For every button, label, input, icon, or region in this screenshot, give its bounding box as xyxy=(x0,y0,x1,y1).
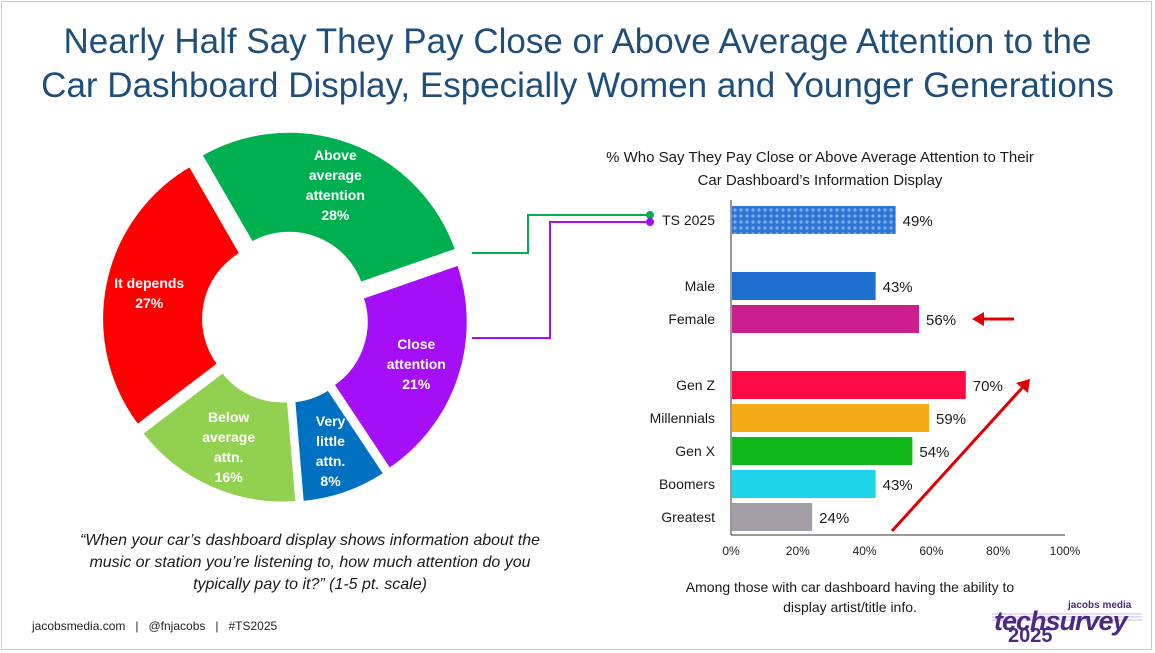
logo-main-text: techsurvey xyxy=(994,606,1128,636)
survey-question: “When your car’s dashboard display shows… xyxy=(79,532,541,593)
value-label: 24% xyxy=(819,510,849,527)
value-label: 59% xyxy=(936,411,966,428)
donut-slice-label: Very little attn. 8% xyxy=(316,411,346,491)
value-label: 70% xyxy=(973,378,1003,395)
generation-trend-arrow xyxy=(890,379,1030,533)
donut-svg xyxy=(99,128,471,506)
bar xyxy=(732,470,876,498)
donut-label-line: Very xyxy=(315,412,346,429)
donut-slice xyxy=(329,260,471,473)
category-label: Greatest xyxy=(661,509,715,525)
bar xyxy=(732,371,966,399)
value-label: 43% xyxy=(883,279,913,296)
techsurvey-logo: jacobs media techsurvey 2025 xyxy=(986,600,1146,648)
donut-label-line: Below xyxy=(208,408,250,425)
x-tick-label: 40% xyxy=(853,544,877,558)
bar xyxy=(732,206,896,234)
donut-label-line: 28% xyxy=(321,206,350,223)
logo-top-text: jacobs media xyxy=(1068,600,1132,611)
donut-label-line: 8% xyxy=(320,472,341,489)
bar-chart-note: Among those with car dashboard having th… xyxy=(685,579,1015,615)
bar-chart-title: % Who Say They Pay Close or Above Averag… xyxy=(606,149,1034,189)
x-tick-label: 100% xyxy=(1050,544,1081,558)
category-label: Gen Z xyxy=(676,377,715,393)
category-label: Male xyxy=(685,278,716,294)
bar xyxy=(732,305,920,333)
connector-purple-dot xyxy=(646,218,654,226)
value-label: 56% xyxy=(926,312,956,329)
connector-green-dot xyxy=(646,211,654,219)
donut-label-line: attn. xyxy=(315,452,346,469)
connector-lines xyxy=(472,211,654,339)
donut-label-line: Above xyxy=(313,146,357,163)
donut-label-line: average xyxy=(202,428,256,445)
category-label: Boomers xyxy=(659,476,715,492)
title-line-2: Car Dashboard Display, Especially Women … xyxy=(41,66,1114,105)
donut-slice xyxy=(197,128,460,287)
logo-lines xyxy=(992,613,1142,621)
donut-label-line: average xyxy=(308,166,362,183)
donut-slice-label: It depends 27% xyxy=(114,273,184,313)
page-title: Nearly Half Say They Pay Close or Above … xyxy=(0,20,1155,108)
bar xyxy=(732,437,913,465)
female-arrow xyxy=(972,312,1014,326)
donut-slice xyxy=(291,385,389,506)
title-line-1: Nearly Half Say They Pay Close or Above … xyxy=(63,22,1092,61)
bar xyxy=(732,503,813,531)
donut-slice xyxy=(137,368,300,506)
value-label: 43% xyxy=(883,477,913,494)
donut-label-line: attention xyxy=(305,186,365,203)
donut-slice-label: Below average attn. 16% xyxy=(202,407,255,487)
donut-slice xyxy=(99,161,245,430)
donut-chart: Above average attention 28% Close attention 21… xyxy=(99,128,490,520)
donut-label-line: 21% xyxy=(402,376,431,393)
donut-label-line: 27% xyxy=(135,294,164,311)
value-label: 49% xyxy=(903,213,933,230)
donut-label-line: Close xyxy=(397,336,436,353)
donut-label-line: It depends xyxy=(114,274,185,291)
x-tick-label: 20% xyxy=(786,544,810,558)
x-tick-label: 60% xyxy=(919,544,943,558)
donut-slice-label: Close attention 21% xyxy=(387,334,446,394)
donut-label-line: little xyxy=(316,432,345,449)
footer-credits: jacobsmedia.com | @fnjacobs | #TS2025 xyxy=(32,619,278,633)
bar xyxy=(732,404,930,432)
category-label: Gen X xyxy=(675,443,715,459)
donut-label-line: attn. xyxy=(213,448,244,465)
donut-slice-label: Above average attention 28% xyxy=(306,145,365,225)
donut-label-line: 16% xyxy=(214,468,243,485)
category-label: TS 2025 xyxy=(662,212,715,228)
category-label: Millennials xyxy=(650,410,715,426)
donut-label-line: attention xyxy=(386,356,446,373)
category-label: Female xyxy=(668,311,715,327)
value-label: 54% xyxy=(919,444,949,461)
x-tick-label: 0% xyxy=(722,544,740,558)
connector-green xyxy=(472,214,648,254)
bar-chart: 0% 20% 40% 60% 80% 100% TS 2025 49% Male 43% Femal… xyxy=(650,200,1081,558)
logo-year-text: 2025 xyxy=(1008,625,1053,647)
bar xyxy=(732,272,876,300)
connector-purple xyxy=(472,221,648,339)
x-tick-label: 80% xyxy=(986,544,1010,558)
